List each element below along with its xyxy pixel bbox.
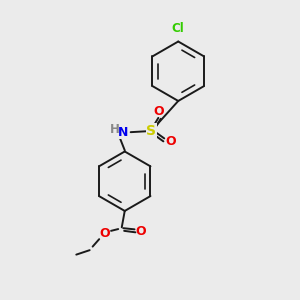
Text: S: S	[146, 124, 157, 138]
Text: O: O	[136, 225, 146, 238]
Text: H: H	[110, 123, 120, 136]
Text: N: N	[118, 126, 128, 139]
Text: Cl: Cl	[172, 22, 184, 35]
Text: O: O	[99, 227, 110, 240]
Text: O: O	[166, 136, 176, 148]
Text: O: O	[154, 105, 164, 118]
